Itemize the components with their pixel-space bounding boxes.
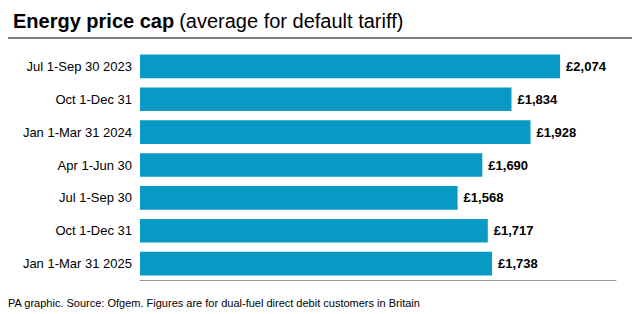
svg-text:Oct 1-Dec 31: Oct 1-Dec 31 (55, 92, 132, 107)
svg-text:(average for default tariff): (average for default tariff) (179, 10, 403, 32)
svg-text:£1,928: £1,928 (537, 125, 577, 140)
svg-text:Jan 1-Mar 31 2025: Jan 1-Mar 31 2025 (23, 256, 132, 271)
svg-text:£1,738: £1,738 (498, 256, 538, 271)
svg-text:Energy price cap: Energy price cap (13, 10, 174, 32)
svg-text:Jan 1-Mar 31 2024: Jan 1-Mar 31 2024 (23, 125, 132, 140)
svg-text:£1,568: £1,568 (464, 190, 504, 205)
svg-text:Jul 1-Sep 30: Jul 1-Sep 30 (59, 190, 132, 205)
svg-text:£1,834: £1,834 (517, 92, 558, 107)
svg-text:£1,717: £1,717 (494, 223, 534, 238)
svg-text:Oct 1-Dec 31: Oct 1-Dec 31 (55, 223, 132, 238)
svg-text:Jul 1-Sep 30 2023: Jul 1-Sep 30 2023 (26, 59, 132, 74)
svg-text:£1,690: £1,690 (488, 158, 528, 173)
svg-text:£2,074: £2,074 (566, 59, 607, 74)
svg-text:Apr 1-Jun 30: Apr 1-Jun 30 (58, 158, 132, 173)
svg-text:PA graphic. Source: Ofgem. Fig: PA graphic. Source: Ofgem. Figures are f… (8, 297, 420, 309)
